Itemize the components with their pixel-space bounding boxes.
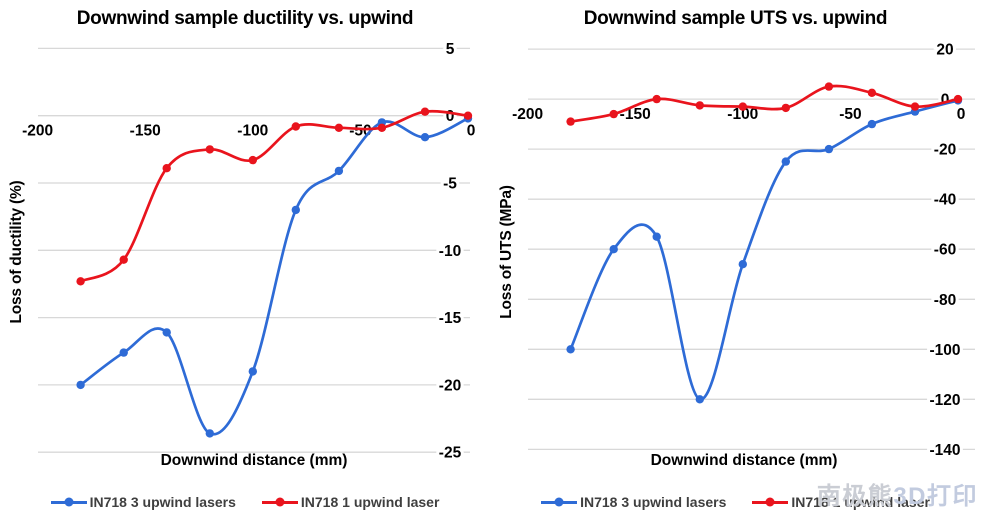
ductility-plot-area: 5 0 -5 -10 -15 -20 -25 -200 -150 -100 -50 0 bbox=[22, 38, 476, 465]
svg-text:-50: -50 bbox=[349, 123, 371, 140]
legend-label: IN718 3 upwind lasers bbox=[580, 494, 727, 510]
chart-title: Downwind sample ductility vs. upwind bbox=[76, 8, 414, 29]
svg-text:-200: -200 bbox=[512, 106, 543, 123]
svg-text:-100: -100 bbox=[727, 106, 758, 123]
uts-chart-panel: Downwind sample UTS vs. upwind Loss of U… bbox=[490, 0, 981, 522]
svg-text:-40: -40 bbox=[934, 192, 956, 209]
svg-text:0: 0 bbox=[941, 92, 950, 109]
uts-plot-area: 20 0 -20 -40 -60 -80 -100 -120 -140 -200 -150 -100 -… bbox=[512, 39, 975, 462]
legend-line-marker-icon bbox=[752, 497, 789, 507]
svg-text:-20: -20 bbox=[439, 377, 461, 394]
svg-text:-25: -25 bbox=[439, 445, 462, 462]
svg-text:-200: -200 bbox=[22, 123, 53, 140]
x-axis-title: Downwind distance (mm) bbox=[160, 452, 348, 469]
svg-text:-150: -150 bbox=[130, 123, 161, 140]
svg-text:-100: -100 bbox=[929, 342, 960, 359]
ductility-chart-panel: Downwind sample ductility vs. upwind Los… bbox=[0, 0, 490, 522]
chart-title: Downwind sample UTS vs. upwind bbox=[583, 8, 888, 29]
legend-dot-icon bbox=[64, 497, 74, 507]
svg-text:-80: -80 bbox=[934, 292, 956, 309]
svg-text:-15: -15 bbox=[439, 310, 462, 327]
legend-line-marker-icon bbox=[541, 497, 578, 507]
legend: IN718 3 upwind lasers IN718 1 upwind las… bbox=[490, 490, 981, 514]
svg-text:-60: -60 bbox=[934, 242, 956, 259]
legend-item-blue: IN718 3 upwind lasers bbox=[541, 494, 726, 510]
svg-text:0: 0 bbox=[446, 108, 455, 125]
svg-text:-120: -120 bbox=[929, 392, 960, 409]
svg-text:-20: -20 bbox=[934, 142, 956, 159]
svg-text:-50: -50 bbox=[839, 106, 861, 123]
legend-label: IN718 1 upwind laser bbox=[300, 494, 440, 510]
legend-line-marker-icon bbox=[261, 497, 298, 507]
legend-dot-icon bbox=[275, 497, 285, 507]
svg-text:-5: -5 bbox=[443, 176, 457, 193]
legend-label: IN718 3 upwind lasers bbox=[89, 494, 236, 510]
svg-text:-100: -100 bbox=[237, 123, 268, 140]
legend-label: IN718 1 upwind laser bbox=[791, 494, 930, 510]
legend-item-blue: IN718 3 upwind lasers bbox=[50, 494, 236, 510]
svg-text:-150: -150 bbox=[620, 106, 651, 123]
legend: IN718 3 upwind lasers IN718 1 upwind las… bbox=[0, 490, 490, 514]
legend-item-red: IN718 1 upwind laser bbox=[752, 494, 930, 510]
svg-text:5: 5 bbox=[446, 41, 455, 58]
svg-text:0: 0 bbox=[957, 106, 966, 123]
x-axis-title: Downwind distance (mm) bbox=[650, 452, 838, 469]
svg-text:-10: -10 bbox=[439, 243, 461, 260]
legend-line-marker-icon bbox=[50, 497, 87, 507]
legend-item-red: IN718 1 upwind laser bbox=[261, 494, 440, 510]
legend-dot-icon bbox=[765, 497, 775, 507]
svg-text:0: 0 bbox=[467, 123, 476, 140]
svg-text:20: 20 bbox=[936, 42, 953, 59]
svg-text:-140: -140 bbox=[929, 442, 960, 459]
legend-dot-icon bbox=[554, 497, 564, 507]
